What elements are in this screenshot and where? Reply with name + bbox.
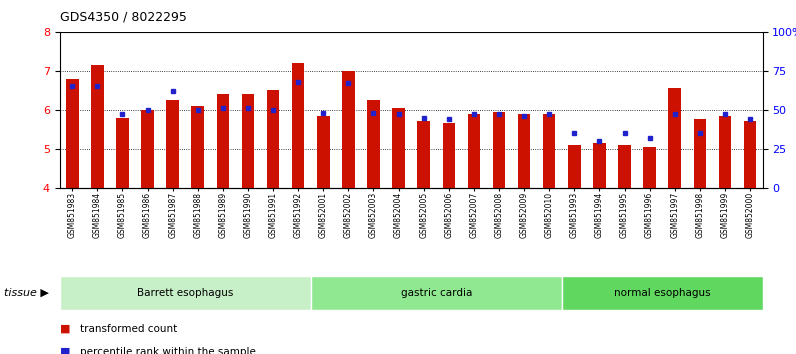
Bar: [467, 114, 480, 188]
Text: percentile rank within the sample: percentile rank within the sample: [80, 347, 256, 354]
Bar: [66, 79, 79, 188]
Bar: [593, 143, 606, 188]
Bar: [493, 112, 505, 188]
Bar: [392, 108, 405, 188]
Bar: [242, 94, 254, 188]
Text: Barrett esophagus: Barrett esophagus: [137, 288, 233, 298]
Bar: [543, 114, 556, 188]
Bar: [267, 90, 279, 188]
Bar: [91, 65, 103, 188]
Bar: [719, 115, 732, 188]
Bar: [693, 120, 706, 188]
Bar: [166, 100, 179, 188]
Bar: [141, 110, 154, 188]
Bar: [743, 121, 756, 188]
Bar: [618, 145, 630, 188]
FancyBboxPatch shape: [60, 276, 763, 310]
Bar: [643, 147, 656, 188]
Text: ■: ■: [60, 324, 70, 334]
Bar: [192, 106, 204, 188]
Bar: [342, 71, 355, 188]
Text: normal esophagus: normal esophagus: [614, 288, 711, 298]
Text: transformed count: transformed count: [80, 324, 177, 334]
FancyBboxPatch shape: [562, 276, 763, 310]
Text: gastric cardia: gastric cardia: [400, 288, 472, 298]
Bar: [367, 100, 380, 188]
Bar: [217, 94, 229, 188]
Bar: [669, 88, 681, 188]
Text: GDS4350 / 8022295: GDS4350 / 8022295: [60, 11, 186, 24]
Bar: [116, 118, 129, 188]
Text: tissue ▶: tissue ▶: [4, 288, 49, 298]
Bar: [568, 145, 580, 188]
Bar: [317, 115, 330, 188]
Bar: [443, 124, 455, 188]
FancyBboxPatch shape: [60, 276, 310, 310]
FancyBboxPatch shape: [310, 276, 562, 310]
Bar: [292, 63, 304, 188]
Text: ■: ■: [60, 347, 70, 354]
Bar: [518, 114, 530, 188]
Bar: [417, 121, 430, 188]
